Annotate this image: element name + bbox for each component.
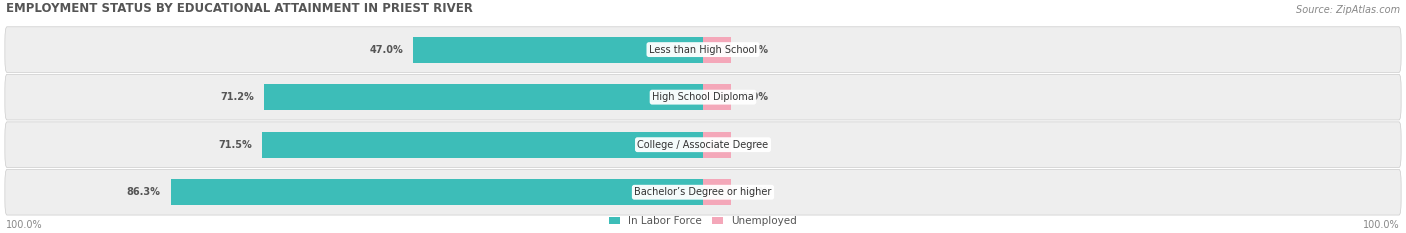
Text: EMPLOYMENT STATUS BY EDUCATIONAL ATTAINMENT IN PRIEST RIVER: EMPLOYMENT STATUS BY EDUCATIONAL ATTAINM… (6, 2, 474, 15)
FancyBboxPatch shape (4, 27, 1402, 72)
Text: 100.0%: 100.0% (1362, 220, 1400, 230)
FancyBboxPatch shape (4, 122, 1402, 168)
Bar (703, 179, 731, 205)
Text: High School Diploma: High School Diploma (652, 92, 754, 102)
FancyBboxPatch shape (4, 169, 1402, 215)
Text: Less than High School: Less than High School (650, 45, 756, 55)
Legend: In Labor Force, Unemployed: In Labor Force, Unemployed (609, 216, 797, 226)
Bar (172, 179, 703, 205)
Bar (703, 132, 731, 158)
Text: Bachelor’s Degree or higher: Bachelor’s Degree or higher (634, 187, 772, 197)
Text: 86.3%: 86.3% (127, 187, 160, 197)
Bar (703, 84, 731, 110)
Text: 47.0%: 47.0% (370, 45, 404, 55)
Text: 0.0%: 0.0% (741, 140, 769, 150)
Text: 0.0%: 0.0% (741, 92, 769, 102)
Text: 0.0%: 0.0% (741, 45, 769, 55)
Text: 71.5%: 71.5% (218, 140, 252, 150)
Text: 0.0%: 0.0% (741, 187, 769, 197)
Text: 100.0%: 100.0% (6, 220, 44, 230)
Bar (413, 37, 703, 63)
Bar (263, 132, 703, 158)
Text: College / Associate Degree: College / Associate Degree (637, 140, 769, 150)
Text: Source: ZipAtlas.com: Source: ZipAtlas.com (1295, 5, 1400, 15)
Text: 71.2%: 71.2% (219, 92, 253, 102)
FancyBboxPatch shape (4, 74, 1402, 120)
Bar (264, 84, 703, 110)
Bar (703, 37, 731, 63)
